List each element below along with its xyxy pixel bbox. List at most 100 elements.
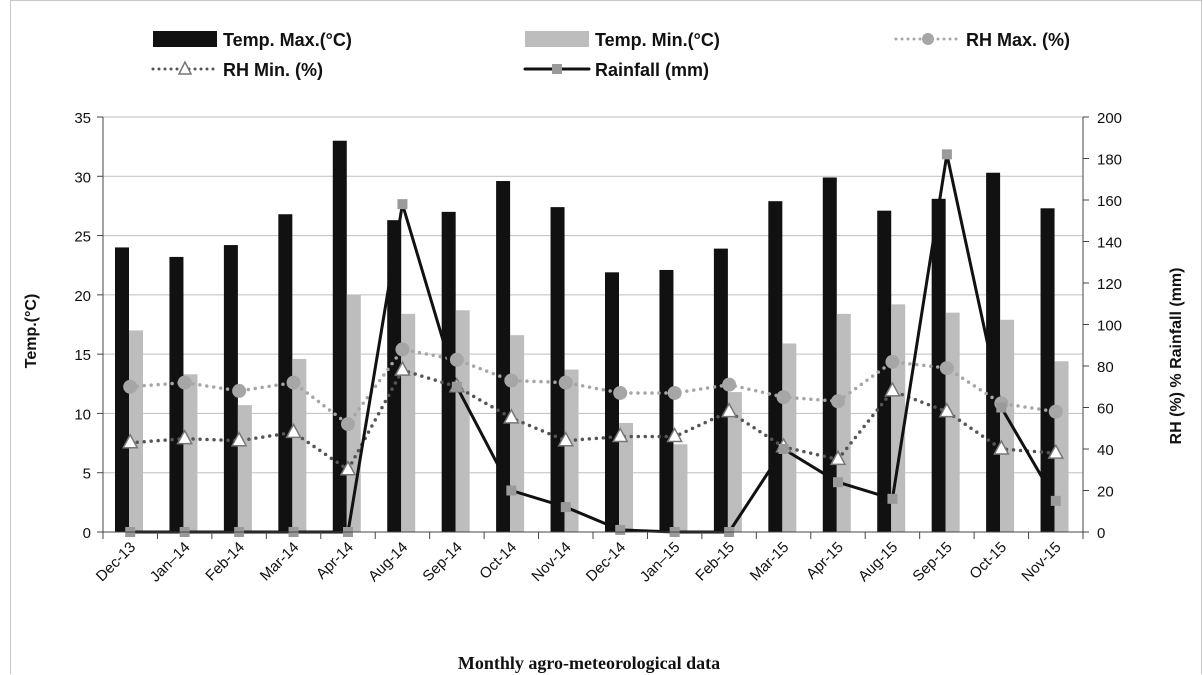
bar-temp-max bbox=[332, 140, 347, 532]
x-tick-label: Aug-14 bbox=[365, 539, 411, 585]
point-rh-max bbox=[504, 373, 519, 388]
x-tick-label: Oct-14 bbox=[476, 539, 520, 583]
y-right-tick-label: 200 bbox=[1097, 110, 1122, 127]
bar-temp-max bbox=[822, 177, 837, 532]
bar-temp-max bbox=[550, 207, 565, 532]
point-rh-min bbox=[121, 433, 139, 449]
y-right-tick-label: 180 bbox=[1097, 152, 1122, 169]
point-rainfall bbox=[996, 402, 1007, 413]
bar-temp-max bbox=[877, 210, 892, 532]
point-rh-min bbox=[1047, 443, 1065, 459]
y-right-tick-label: 40 bbox=[1097, 442, 1114, 459]
legend-swatch bbox=[153, 31, 217, 47]
x-tick-label: Mar-14 bbox=[257, 539, 303, 585]
bar-temp-max bbox=[768, 201, 783, 532]
series-markers bbox=[121, 149, 1065, 537]
bars bbox=[115, 140, 1069, 533]
bar-temp-min bbox=[1000, 319, 1015, 532]
y-left-tick-label: 15 bbox=[74, 347, 91, 364]
point-rh-min bbox=[829, 449, 847, 466]
y-right-tick-label: 140 bbox=[1097, 235, 1122, 252]
series-line-1 bbox=[128, 368, 1058, 472]
y-right-tick-label: 100 bbox=[1097, 318, 1122, 335]
point-rainfall bbox=[941, 149, 952, 160]
point-rh-min bbox=[339, 460, 357, 476]
bar-temp-min bbox=[1054, 361, 1069, 532]
legend-label: Temp. Max.(°C) bbox=[223, 30, 352, 50]
bar-temp-min bbox=[129, 330, 143, 532]
y-axis-left-label: Temp.(°C) bbox=[23, 294, 40, 369]
y-right-tick-label: 160 bbox=[1097, 193, 1122, 210]
bar-temp-max bbox=[169, 256, 184, 532]
legend-swatch bbox=[525, 31, 589, 47]
bar-temp-min bbox=[564, 369, 579, 532]
point-rh-min bbox=[611, 426, 629, 443]
legend-label: RH Max. (%) bbox=[966, 30, 1070, 50]
point-rainfall bbox=[778, 444, 789, 454]
chart-caption: Monthly agro-meteorological data bbox=[458, 653, 720, 673]
y-right-tick-label: 20 bbox=[1097, 484, 1114, 501]
point-rh-max bbox=[939, 361, 954, 376]
point-rh-max bbox=[341, 417, 355, 432]
point-rainfall bbox=[615, 524, 626, 535]
series-line-2 bbox=[128, 152, 1058, 534]
bar-temp-max bbox=[931, 198, 946, 533]
legend-marker bbox=[177, 60, 193, 75]
bar-temp-max bbox=[713, 248, 728, 532]
y-left-tick-label: 30 bbox=[74, 169, 91, 186]
bar-temp-min bbox=[183, 374, 198, 532]
point-rh-min bbox=[666, 426, 683, 443]
point-rainfall bbox=[887, 493, 898, 504]
point-rainfall bbox=[560, 502, 571, 513]
bar-temp-max bbox=[223, 245, 238, 533]
point-rh-min bbox=[720, 402, 738, 418]
legend-item: RH Max. (%) bbox=[894, 30, 1070, 50]
bar-temp-min bbox=[727, 392, 742, 532]
x-tick-label: Aug-15 bbox=[855, 539, 901, 585]
y-left-tick-label: 25 bbox=[74, 229, 91, 246]
x-tick-label: Jan–15 bbox=[637, 539, 684, 586]
point-rainfall bbox=[1050, 495, 1061, 506]
point-rh-max bbox=[831, 394, 845, 409]
x-tick-label: Dec-13 bbox=[93, 539, 139, 585]
bar-temp-min bbox=[292, 358, 307, 532]
bar-temp-min bbox=[673, 444, 688, 532]
point-rh-max bbox=[885, 354, 900, 369]
bar-temp-max bbox=[605, 272, 619, 532]
series-lines bbox=[128, 152, 1058, 534]
point-rh-max bbox=[232, 383, 247, 398]
point-rh-min bbox=[938, 402, 956, 418]
legend-item: RH Min. (%) bbox=[151, 60, 323, 80]
bar-temp-max bbox=[441, 211, 456, 532]
bar-temp-max bbox=[659, 269, 674, 532]
x-tick-label: Sep-15 bbox=[909, 539, 955, 585]
bar-temp-min bbox=[836, 313, 851, 532]
gridlines bbox=[103, 116, 1083, 474]
point-rh-max bbox=[558, 375, 573, 390]
x-tick-label: Oct-15 bbox=[966, 539, 1010, 583]
point-rh-min bbox=[394, 360, 411, 376]
bar-temp-min bbox=[945, 312, 960, 532]
series-line-0 bbox=[128, 347, 1058, 426]
x-tick-label: Sep-14 bbox=[419, 539, 465, 585]
x-tick-label: Mar-15 bbox=[747, 539, 793, 585]
bar-temp-max bbox=[496, 181, 511, 532]
point-rh-max bbox=[395, 342, 410, 357]
point-rainfall bbox=[451, 381, 462, 392]
point-rainfall bbox=[506, 485, 517, 496]
bar-temp-min bbox=[782, 343, 797, 532]
point-rh-min bbox=[884, 381, 901, 397]
chart-svg: Temp. Max.(°C) Temp. Min.(°C) RH Max. (%) R… bbox=[23, 30, 1185, 673]
bar-temp-max bbox=[986, 172, 1001, 532]
point-rh-max bbox=[286, 375, 301, 390]
point-rh-min bbox=[503, 408, 520, 424]
point-rh-max bbox=[177, 375, 192, 390]
point-rh-max bbox=[1048, 404, 1063, 419]
x-tick-label: Apr-15 bbox=[803, 539, 847, 583]
y-right-tick-label: 60 bbox=[1097, 401, 1114, 418]
chart-frame: Temp. Max.(°C) Temp. Min.(°C) RH Max. (%) R… bbox=[10, 0, 1202, 674]
bar-temp-min bbox=[455, 310, 470, 532]
bar-temp-max bbox=[115, 247, 129, 532]
legend-item: Temp. Min.(°C) bbox=[525, 30, 720, 50]
bar-temp-min bbox=[510, 335, 525, 532]
